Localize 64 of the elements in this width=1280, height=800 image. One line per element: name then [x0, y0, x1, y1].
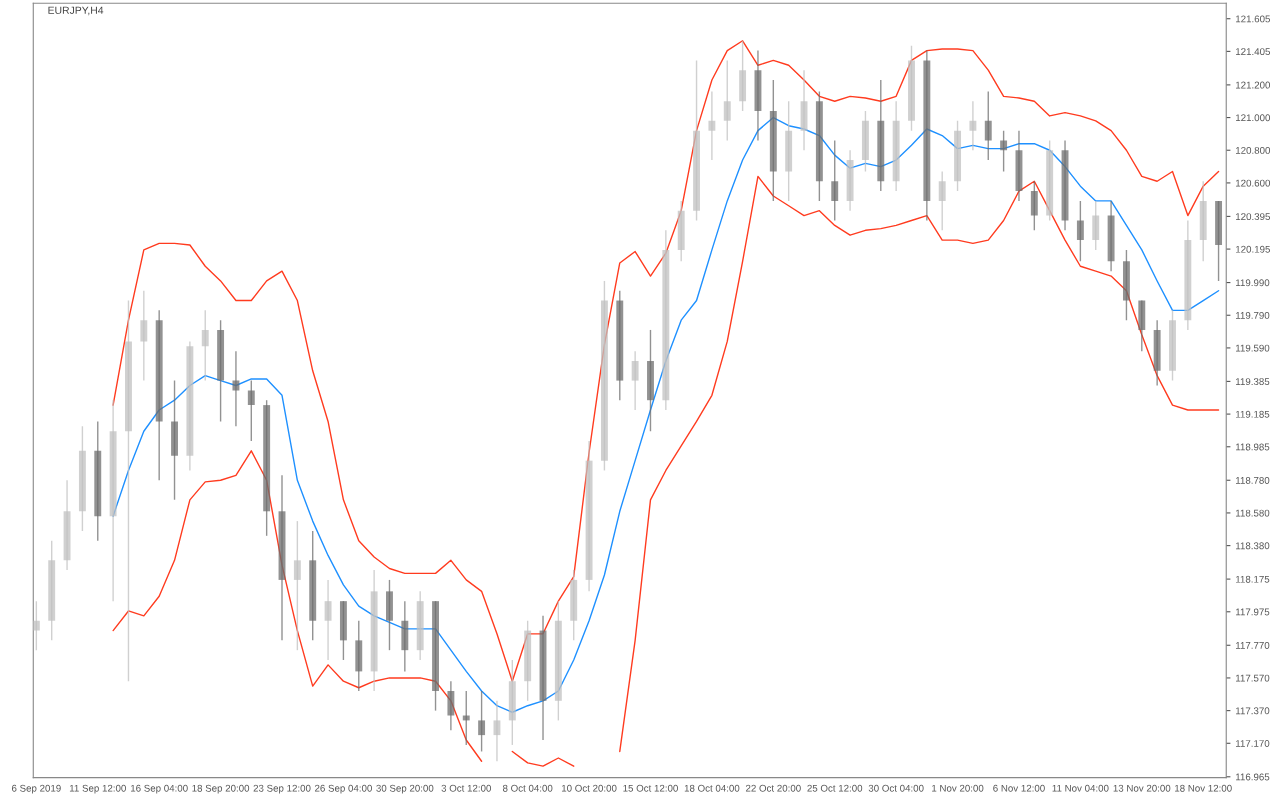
y-tick-label: 121.000	[1236, 114, 1271, 122]
candlestick	[938, 170, 946, 231]
x-tick-label: 10 Oct 20:00	[561, 784, 617, 792]
y-tick-label: 118.380	[1236, 542, 1270, 550]
y-tick-label: 120.800	[1236, 146, 1271, 154]
y-tick-label: 119.590	[1236, 344, 1270, 352]
x-tick-label: 16 Sep 04:00	[131, 784, 188, 794]
y-tick-label: 117.770	[1236, 642, 1270, 649]
x-tick-label: 30 Oct 04:00	[868, 784, 924, 792]
x-tick-label: 3 Oct 12:00	[441, 784, 491, 792]
x-tick-label: 11 Sep 12:00	[69, 784, 126, 794]
candlestick	[232, 350, 240, 428]
x-tick-label: 26 Sep 04:00	[314, 784, 372, 794]
x-tick-label: 11 Nov 04:00	[1052, 784, 1109, 792]
candlestick	[984, 90, 992, 161]
x-tick-label: 25 Oct 12:00	[807, 784, 863, 792]
y-tick-label: 121.200	[1236, 81, 1271, 89]
y-tick-label: 118.780	[1236, 476, 1270, 484]
y-tick-label: 119.385	[1236, 378, 1270, 386]
candlestick	[708, 90, 716, 161]
candlestick	[1076, 200, 1084, 263]
y-tick-label: 117.370	[1236, 707, 1270, 715]
candlestick	[478, 690, 486, 753]
candlestick	[140, 290, 148, 382]
x-tick-label: 6 Nov 12:00	[993, 784, 1045, 792]
x-tick-label: 18 Sep 20:00	[192, 784, 250, 794]
x-tick-label: 30 Sep 20:00	[376, 784, 434, 794]
x-tick-label: 13 Nov 20:00	[1113, 784, 1171, 792]
candlestick	[1000, 129, 1008, 173]
y-tick-label: 121.605	[1236, 15, 1270, 23]
x-tick-label: 22 Oct 20:00	[745, 784, 801, 792]
candlestick	[631, 350, 639, 411]
candlestick	[831, 139, 839, 222]
y-tick-label: 116.965	[1236, 773, 1270, 781]
x-tick-label: 8 Oct 04:00	[502, 784, 553, 792]
y-tick-label: 118.580	[1236, 509, 1270, 517]
y-tick-label: 120.600	[1236, 179, 1271, 187]
y-tick-label: 120.395	[1236, 213, 1270, 221]
y-tick-label: 121.405	[1236, 48, 1270, 56]
y-tick-label: 119.185	[1236, 410, 1270, 418]
candlestick	[324, 579, 332, 661]
y-tick-label: 117.170	[1236, 740, 1270, 747]
candlestick	[969, 100, 977, 151]
x-tick-label: 18 Nov 12:00	[1175, 784, 1232, 792]
candlestick	[723, 59, 731, 142]
y-tick-label: 117.570	[1236, 674, 1270, 682]
y-tick-label: 117.975	[1236, 608, 1270, 616]
candlestick	[247, 379, 255, 442]
chart-title: EURJPY,H4	[48, 6, 104, 16]
y-tick-label: 119.990	[1236, 279, 1270, 287]
x-tick-label: 6 Sep 2019	[11, 784, 61, 794]
x-tick-label: 1 Nov 20:00	[932, 784, 984, 792]
x-tick-label: 15 Oct 12:00	[623, 784, 678, 792]
line-series	[112, 40, 1220, 682]
candlestick	[293, 520, 301, 651]
candlestick	[201, 309, 209, 382]
y-tick-label: 118.175	[1236, 575, 1270, 583]
x-tick-label: 23 Sep 12:00	[253, 784, 311, 794]
candlestick	[493, 700, 501, 762]
y-tick-label: 118.985	[1236, 443, 1270, 451]
y-tick-label: 119.790	[1236, 311, 1270, 319]
y-tick-label: 120.195	[1236, 245, 1270, 253]
x-tick-label: 18 Oct 04:00	[684, 784, 740, 792]
candlestick	[33, 600, 40, 651]
